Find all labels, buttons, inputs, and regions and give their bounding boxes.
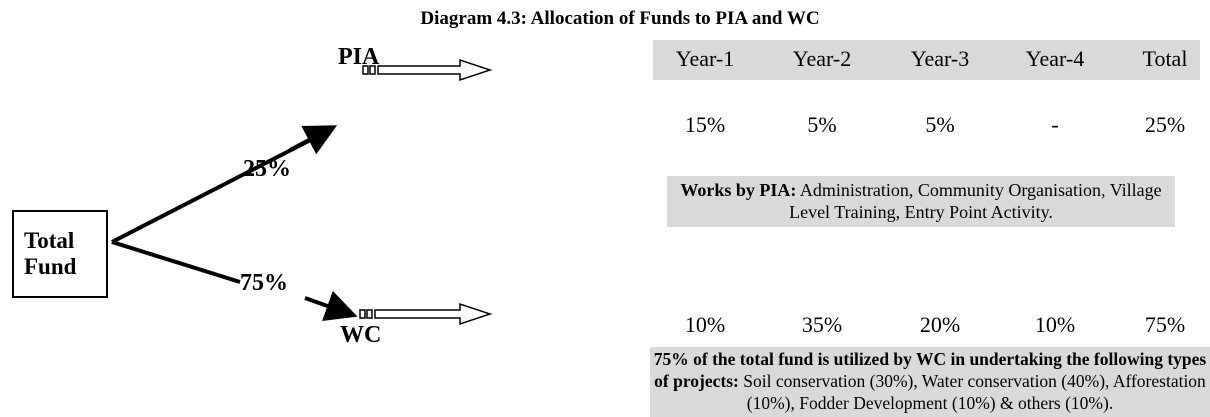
wc-branch-a <box>111 240 241 284</box>
table-cell: 15% <box>684 112 726 137</box>
total-fund-box: Total Fund <box>12 210 108 298</box>
branch-share: 75% <box>240 270 288 296</box>
note: Works by PIA: Administration, Community … <box>667 176 1175 227</box>
table-cell: 20% <box>919 312 961 337</box>
table-cell: 5% <box>807 112 837 137</box>
wc-hollow-arrow <box>359 302 493 326</box>
note: 75% of the total fund is utilized by WC … <box>650 347 1210 417</box>
header-cell: Year-4 <box>1025 46 1085 71</box>
source-line: Total <box>24 228 75 253</box>
table-cell: 25% <box>1144 112 1186 137</box>
table-cell: 35% <box>801 312 843 337</box>
note-text: Administration, Community Organisation, … <box>789 180 1162 222</box>
header-cell: Year-2 <box>792 46 852 71</box>
branch-label: WC <box>340 322 382 348</box>
header-cell: Year-3 <box>910 46 970 71</box>
table-cell: 5% <box>925 112 955 137</box>
source-line: Fund <box>24 254 77 279</box>
header-cell: Total <box>1142 46 1188 71</box>
note-bold: 75% of the total fund is utilized by WC … <box>653 349 1207 391</box>
wc-branch-b <box>304 290 358 322</box>
table-cell: 10% <box>1034 312 1076 337</box>
note-text: Soil conservation (30%), Water conservat… <box>743 371 1206 413</box>
table-cell: 75% <box>1144 312 1186 337</box>
branch-label: PIA <box>338 44 380 70</box>
branch-share: 25% <box>243 156 291 182</box>
table-header <box>653 40 1200 80</box>
table-cell: 10% <box>684 312 726 337</box>
header-cell: Year-1 <box>675 46 735 71</box>
table-cell: - <box>1051 112 1059 137</box>
note-bold: Works by PIA: <box>680 180 797 200</box>
pia-hollow-arrow <box>362 58 493 82</box>
title: Diagram 4.3: Allocation of Funds to PIA … <box>420 8 820 29</box>
